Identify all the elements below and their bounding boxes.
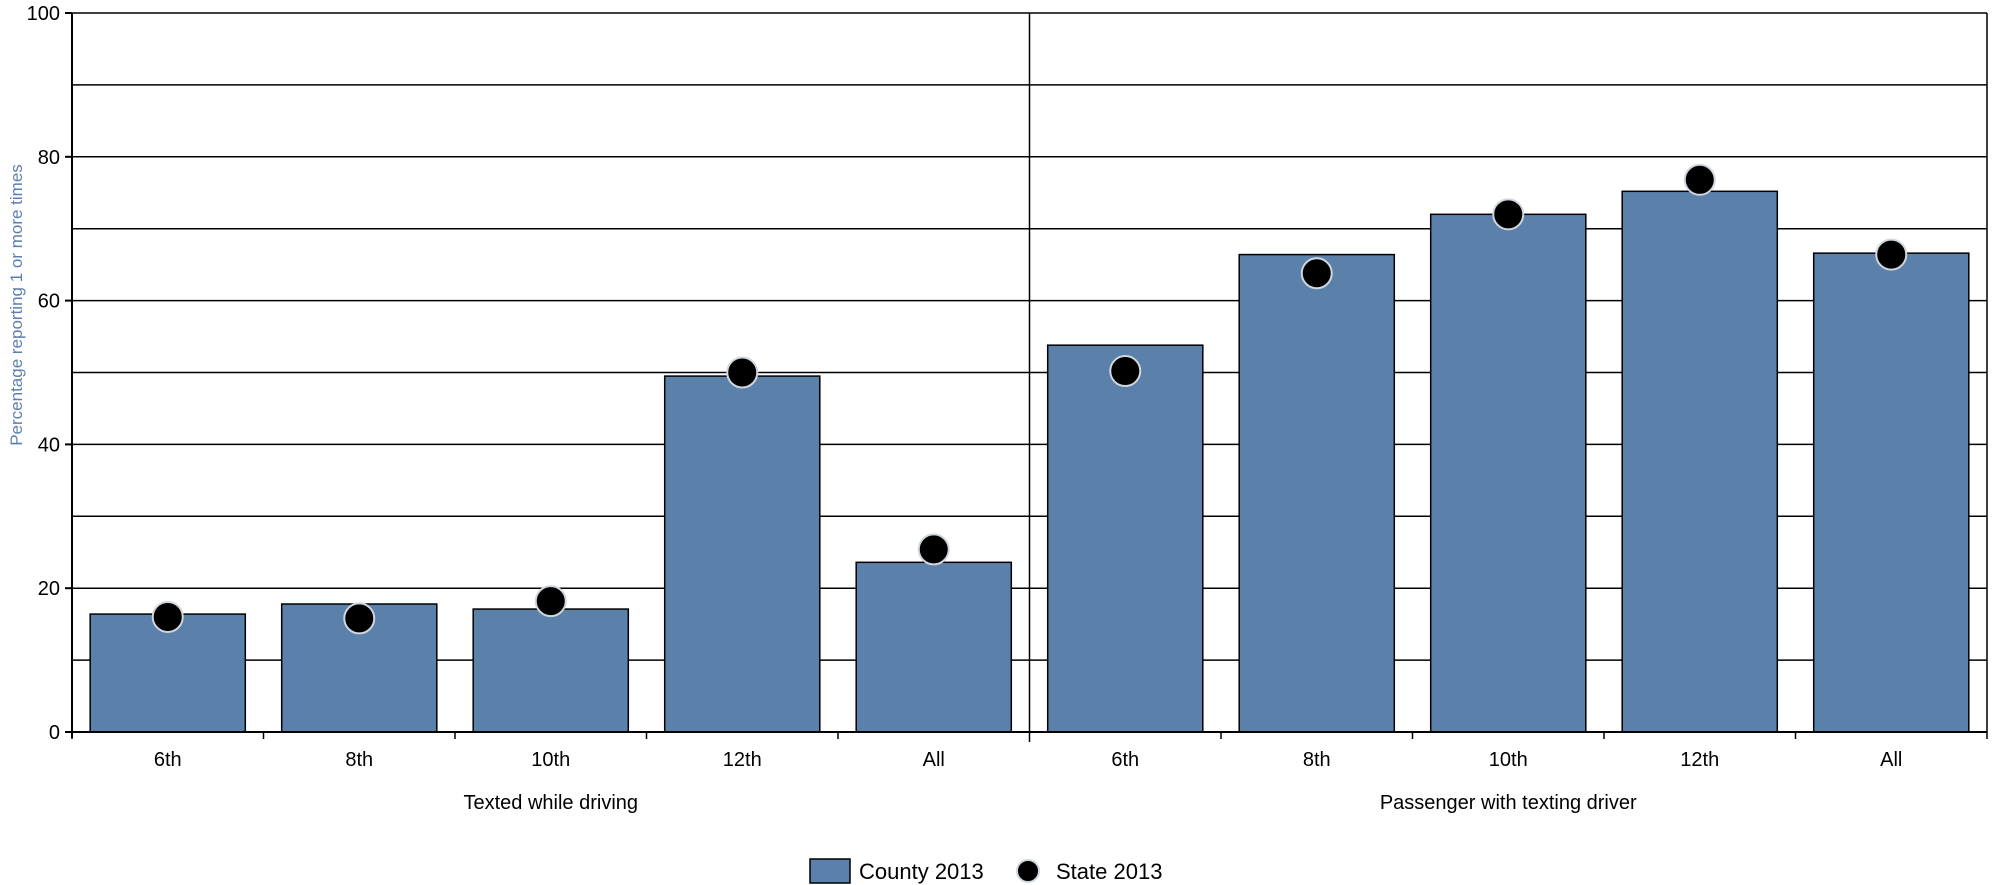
y-tick-label: 80 <box>38 147 60 169</box>
group-label: Passenger with texting driver <box>1380 792 1637 814</box>
bar-county <box>1621 190 1779 733</box>
x-tick-label: 10th <box>1489 749 1528 771</box>
x-tick-label: 6th <box>1111 749 1139 771</box>
x-tick-label: 12th <box>1680 749 1719 771</box>
y-tick-label: 60 <box>38 291 60 313</box>
marker-state <box>726 356 759 389</box>
state-markers <box>151 163 1908 635</box>
marker-state <box>151 600 184 633</box>
x-tick-label: 6th <box>154 749 182 771</box>
marker-state <box>917 533 950 566</box>
marker-state <box>534 585 567 618</box>
x-tick-label: All <box>1880 749 1902 771</box>
group-label: Texted while driving <box>463 792 638 814</box>
y-tick-label: 40 <box>38 434 60 456</box>
marker-state <box>1683 163 1716 196</box>
bar-county <box>1238 253 1396 733</box>
legend-label-state: State 2013 <box>1056 859 1162 884</box>
marker-state <box>343 602 376 635</box>
bar-county <box>1812 252 1970 733</box>
marker-state <box>1492 198 1525 231</box>
bar-county <box>855 561 1013 733</box>
x-tick-label: 10th <box>531 749 570 771</box>
bar-county <box>472 608 630 733</box>
bar-county <box>1046 344 1204 733</box>
axes <box>65 12 1988 742</box>
x-tick-label: 12th <box>723 749 762 771</box>
legend-label-county: County 2013 <box>859 859 984 884</box>
y-tick-label: 0 <box>49 722 60 744</box>
y-axis-label: Percentage reporting 1 or more times <box>7 164 26 446</box>
marker-state <box>1109 355 1142 388</box>
marker-state <box>1300 257 1333 290</box>
y-tick-label: 100 <box>27 3 60 25</box>
bars <box>89 190 1970 733</box>
x-tick-label: All <box>923 749 945 771</box>
bar-county <box>663 375 821 733</box>
y-tick-label: 20 <box>38 578 60 600</box>
marker-state <box>1875 238 1908 271</box>
bar-county <box>1429 213 1587 733</box>
axis-labels: 0 20 40 60 80 100 6th 8th 10th 12th All Texted whil… <box>27 3 1903 814</box>
legend-swatch-state <box>1016 859 1040 883</box>
legend-swatch-county <box>809 858 851 884</box>
x-tick-label: 8th <box>1303 749 1331 771</box>
bar-county <box>89 613 247 733</box>
x-tick-label: 8th <box>345 749 373 771</box>
legend: County 2013 State 2013 <box>809 858 1162 884</box>
